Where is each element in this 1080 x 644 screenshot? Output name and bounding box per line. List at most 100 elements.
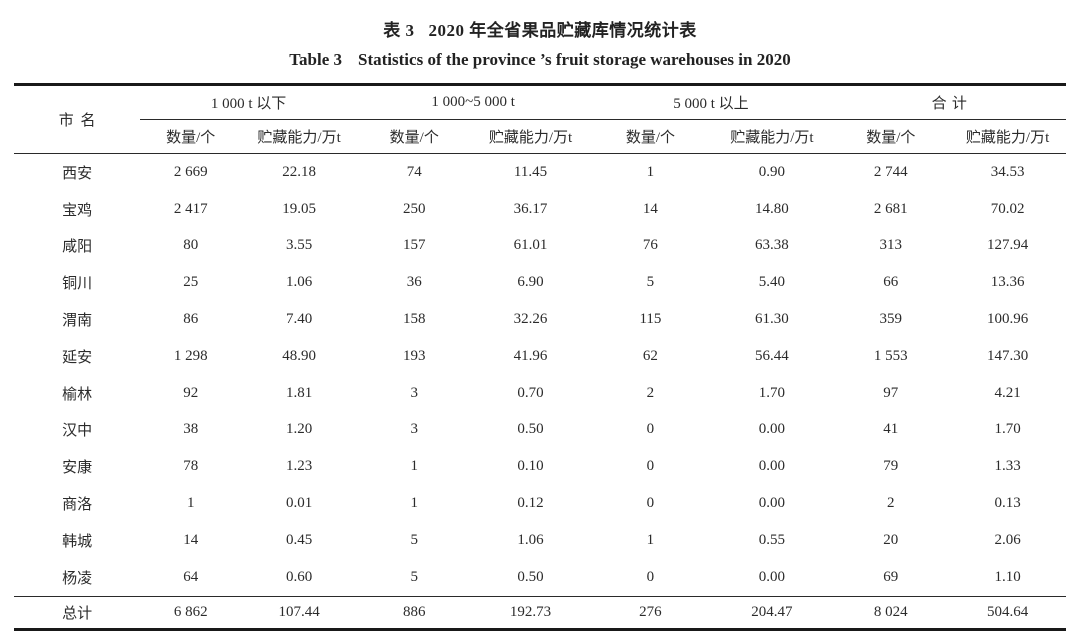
city-cell: 韩城: [62, 533, 93, 550]
city-cell: 商洛: [62, 497, 93, 514]
header-group-total: 合计: [832, 84, 1066, 120]
table-row: 渭南 86 7.40 158 32.26 115 61.30 359 100.96: [14, 301, 1066, 338]
value-cell: 127.94: [986, 237, 1029, 254]
value-cell: 313: [879, 237, 903, 254]
value-cell: 158: [403, 311, 426, 328]
value-cell: 0: [646, 458, 655, 475]
value-cell: 1.70: [758, 384, 786, 401]
value-cell: 100.96: [986, 311, 1029, 328]
value-cell: 3.55: [285, 237, 313, 254]
value-cell: 0.70: [517, 384, 544, 401]
table-caption-zh: 表 3 2020 年全省果品贮藏库情况统计表: [14, 16, 1066, 41]
table-row: 咸阳 80 3.55 157 61.01 76 63.38 313 127.94: [14, 228, 1066, 265]
value-cell: 7.40: [285, 311, 313, 328]
value-cell: 2 681: [873, 200, 908, 217]
table-header: 市名 1 000 t 以下 1 000~5 000 t 5 000 t 以上 合…: [14, 84, 1066, 154]
value-cell: 0.13: [994, 495, 1021, 512]
value-cell: 22.18: [282, 163, 316, 180]
value-cell: 2 417: [173, 200, 208, 217]
value-cell: 1: [646, 531, 655, 548]
caption-en-label: Table 3: [289, 50, 343, 69]
table-row: 韩城 14 0.45 5 1.06 1 0.55 20 2.06: [14, 522, 1066, 559]
value-cell: 14.80: [755, 200, 789, 217]
value-cell: 48.90: [282, 347, 316, 364]
city-cell: 杨凌: [62, 570, 93, 587]
value-cell: 0.00: [758, 458, 786, 475]
value-cell: 3: [410, 421, 419, 438]
table-row: 延安 1 298 48.90 193 41.96 62 56.44 1 553 147.30: [14, 338, 1066, 375]
value-cell: 0.00: [758, 495, 786, 512]
value-cell: 41: [883, 421, 899, 438]
header-group-under-1000t: 1 000 t 以下: [140, 84, 357, 120]
value-cell: 0.50: [517, 421, 544, 438]
value-cell: 62: [642, 347, 658, 364]
value-cell: 147.30: [986, 347, 1029, 364]
value-cell: 1.33: [994, 458, 1021, 475]
value-cell: 1.06: [517, 531, 544, 548]
total-value-cell: 504.64: [949, 595, 1066, 630]
total-value-cell: 204.47: [711, 595, 833, 630]
value-cell: 61.30: [755, 311, 789, 328]
value-cell: 2 744: [873, 163, 908, 180]
value-cell: 1 298: [173, 347, 208, 364]
value-cell: 0.12: [517, 495, 544, 512]
value-cell: 63.38: [755, 237, 789, 254]
caption-zh-label: 表 3: [383, 21, 415, 40]
value-cell: 76: [642, 237, 658, 254]
value-cell: 1.23: [285, 458, 313, 475]
header-group-over-5000t: 5 000 t 以上: [589, 84, 833, 120]
table-row: 安康 78 1.23 1 0.10 0 0.00 79 1.33: [14, 448, 1066, 485]
statistics-table: 市名 1 000 t 以下 1 000~5 000 t 5 000 t 以上 合…: [14, 83, 1066, 631]
value-cell: 92: [183, 384, 199, 401]
value-cell: 1 553: [873, 347, 908, 364]
value-cell: 14: [642, 200, 658, 217]
value-cell: 86: [183, 311, 199, 328]
value-cell: 34.53: [990, 163, 1025, 180]
value-cell: 1: [186, 495, 195, 512]
city-cell: 咸阳: [62, 239, 93, 256]
value-cell: 2.06: [994, 531, 1021, 548]
value-cell: 11.45: [513, 163, 548, 180]
table-body: 西安 2 669 22.18 74 11.45 1 0.90 2 744 34.53 宝鸡 2 41…: [14, 154, 1066, 597]
total-value-cell: 276: [589, 595, 712, 630]
value-cell: 0: [646, 568, 655, 585]
value-cell: 0: [646, 421, 655, 438]
value-cell: 0.55: [758, 531, 786, 548]
value-cell: 1.70: [994, 421, 1021, 438]
value-cell: 78: [183, 458, 199, 475]
subheader-count-1: 数量/个: [140, 119, 242, 154]
value-cell: 115: [639, 311, 662, 328]
subheader-count-3: 数量/个: [589, 119, 712, 154]
value-cell: 97: [883, 384, 899, 401]
total-value-cell: 107.44: [241, 595, 357, 630]
city-cell: 渭南: [62, 313, 93, 330]
value-cell: 66: [883, 274, 899, 291]
total-value-cell: 8 024: [832, 595, 950, 630]
table-caption-en: Table 3 Statistics of the province ’s fru…: [14, 50, 1066, 70]
group-header-row: 市名 1 000 t 以下 1 000~5 000 t 5 000 t 以上 合…: [14, 84, 1066, 154]
value-cell: 0.50: [517, 568, 544, 585]
value-cell: 74: [406, 163, 422, 180]
value-cell: 0: [646, 495, 655, 512]
value-cell: 1: [410, 458, 419, 475]
subheader-row: 数量/个 贮藏能力/万t 数量/个 贮藏能力/万t 数量/个 贮藏能力/万t 数…: [14, 119, 1066, 154]
city-cell: 安康: [62, 460, 93, 477]
city-cell: 延安: [62, 349, 93, 366]
subheader-capacity-2: 贮藏能力/万t: [471, 119, 590, 154]
value-cell: 2: [646, 384, 655, 401]
value-cell: 1.06: [285, 274, 313, 291]
city-cell: 西安: [62, 165, 93, 182]
table-row: 西安 2 669 22.18 74 11.45 1 0.90 2 744 34.53: [14, 154, 1066, 191]
value-cell: 41.96: [513, 347, 548, 364]
value-cell: 64: [183, 568, 199, 585]
value-cell: 1.10: [994, 568, 1021, 585]
value-cell: 79: [883, 458, 899, 475]
total-city-cell: 总计: [14, 595, 141, 630]
value-cell: 193: [403, 347, 426, 364]
table-row: 铜川 25 1.06 36 6.90 5 5.40 66 13.36: [14, 264, 1066, 301]
value-cell: 1: [646, 163, 655, 180]
value-cell: 1: [410, 495, 419, 512]
value-cell: 0.90: [758, 163, 786, 180]
city-cell: 汉中: [62, 423, 93, 440]
